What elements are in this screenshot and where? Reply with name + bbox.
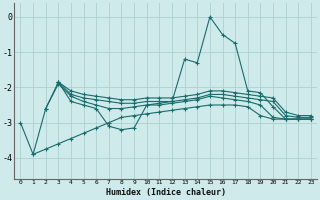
X-axis label: Humidex (Indice chaleur): Humidex (Indice chaleur)	[106, 188, 226, 197]
